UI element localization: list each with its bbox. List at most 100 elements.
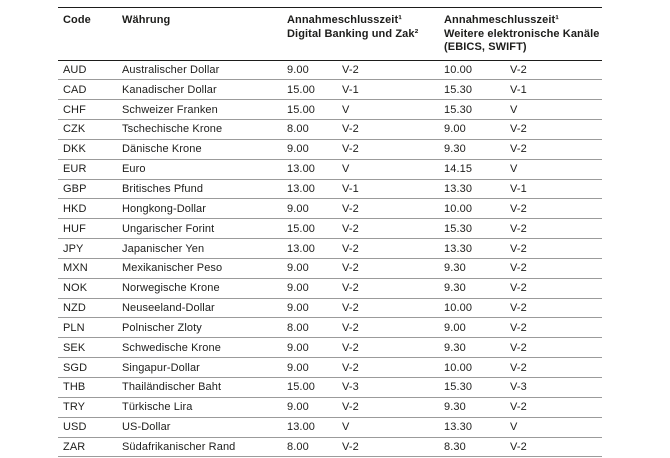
cell-electronic-cutoff-time: 10.00 <box>444 63 473 76</box>
cell-digital-valuta: V-2 <box>342 361 359 374</box>
cell-electronic-valuta: V-1 <box>510 182 527 195</box>
cell-electronic-cutoff-time: 9.30 <box>444 282 466 295</box>
cell-digital-cutoff-time: 9.00 <box>287 341 309 354</box>
cell-electronic-valuta: V <box>510 163 518 176</box>
table-row: DKK Dänische Krone 9.00 V-2 9.30 V-2 <box>58 139 603 160</box>
cell-electronic-cutoff-time: 10.00 <box>444 202 473 215</box>
cell-currency-code: ZAR <box>63 440 86 453</box>
cell-currency-code: CHF <box>63 103 86 116</box>
cell-digital-cutoff-time: 9.00 <box>287 202 309 215</box>
cell-digital-cutoff-time: 15.00 <box>287 222 316 235</box>
table-row: JPY Japanischer Yen 13.00 V-2 13.30 V-2 <box>58 239 603 259</box>
cell-currency-name: Norwegische Krone <box>122 282 220 295</box>
table-row: USD US-Dollar 13.00 V 13.30 V <box>58 417 603 438</box>
cell-currency-code: EUR <box>63 163 87 176</box>
cell-digital-cutoff-time: 8.00 <box>287 321 309 334</box>
cell-electronic-cutoff-time: 10.00 <box>444 302 473 315</box>
cell-digital-valuta: V-3 <box>342 381 359 394</box>
cell-digital-valuta: V-2 <box>342 123 359 136</box>
cell-digital-cutoff-time: 13.00 <box>287 182 316 195</box>
cell-currency-code: PLN <box>63 321 85 334</box>
cell-electronic-valuta: V-2 <box>510 440 527 453</box>
cell-digital-valuta: V-1 <box>342 182 359 195</box>
cell-currency-name: Euro <box>122 163 146 176</box>
cell-currency-code: HKD <box>63 202 87 215</box>
cell-digital-cutoff-time: 15.00 <box>287 83 316 96</box>
cell-electronic-cutoff-time: 9.00 <box>444 123 466 136</box>
cell-electronic-valuta: V-2 <box>510 361 527 374</box>
cell-electronic-valuta: V <box>510 421 518 434</box>
table-row: SGD Singapur-Dollar 9.00 V-2 10.00 V-2 <box>58 358 603 378</box>
cell-currency-code: NZD <box>63 302 86 315</box>
cell-digital-valuta: V <box>342 103 350 116</box>
cell-electronic-cutoff-time: 15.30 <box>444 103 473 116</box>
cell-digital-cutoff-time: 13.00 <box>287 163 316 176</box>
col-header-electronic-channels: Annahmeschlusszeit¹ Weitere elektronisch… <box>439 8 602 61</box>
cell-digital-valuta: V-2 <box>342 341 359 354</box>
cell-electronic-cutoff-time: 14.15 <box>444 163 473 176</box>
cell-currency-name: Neuseeland-Dollar <box>122 302 215 315</box>
cell-currency-name: Hongkong-Dollar <box>122 202 207 215</box>
cell-electronic-valuta: V-2 <box>510 63 527 76</box>
table-header-row: Code Währung Annahmeschlusszeit¹ Digital… <box>58 7 603 61</box>
cell-electronic-cutoff-time: 9.00 <box>444 321 466 334</box>
cell-currency-name: Schweizer Franken <box>122 103 218 116</box>
cell-currency-code: TRY <box>63 401 86 414</box>
cell-digital-valuta: V-2 <box>342 262 359 275</box>
col-header-line: Annahmeschlusszeit¹ <box>287 14 402 26</box>
cell-digital-valuta: V-2 <box>342 302 359 315</box>
cell-currency-code: CZK <box>63 123 86 136</box>
col-header-line: Annahmeschlusszeit¹ <box>444 14 559 26</box>
cell-electronic-cutoff-time: 9.30 <box>444 262 466 275</box>
col-header-currency: Währung <box>122 14 171 26</box>
table-row: AUD Australischer Dollar 9.00 V-2 10.00 … <box>58 60 603 80</box>
cell-electronic-valuta: V-1 <box>510 83 527 96</box>
table-row: PLN Polnischer Zloty 8.00 V-2 9.00 V-2 <box>58 318 603 338</box>
cell-digital-valuta: V-2 <box>342 143 359 156</box>
cell-currency-name: US-Dollar <box>122 421 171 434</box>
cell-electronic-cutoff-time: 15.30 <box>444 222 473 235</box>
cell-currency-code: MXN <box>63 262 88 275</box>
table-row: THB Thailändischer Baht 15.00 V-3 15.30 … <box>58 378 603 398</box>
cell-currency-name: Ungarischer Forint <box>122 222 215 235</box>
cell-electronic-valuta: V-2 <box>510 321 527 334</box>
cell-currency-code: CAD <box>63 83 87 96</box>
table-row: NZD Neuseeland-Dollar 9.00 V-2 10.00 V-2 <box>58 298 603 318</box>
cell-currency-name: Kanadischer Dollar <box>122 83 217 96</box>
cell-digital-valuta: V-2 <box>342 321 359 334</box>
cell-currency-name: Singapur-Dollar <box>122 361 200 374</box>
table-row: HUF Ungarischer Forint 15.00 V-2 15.30 V… <box>58 219 603 239</box>
cell-digital-valuta: V-2 <box>342 222 359 235</box>
cell-digital-valuta: V-2 <box>342 282 359 295</box>
cell-electronic-cutoff-time: 13.30 <box>444 182 473 195</box>
cell-currency-code: THB <box>63 381 86 394</box>
cell-digital-cutoff-time: 13.00 <box>287 421 316 434</box>
cell-electronic-valuta: V-2 <box>510 202 527 215</box>
table-row: SEK Schwedische Krone 9.00 V-2 9.30 V-2 <box>58 338 603 358</box>
cell-currency-code: HUF <box>63 222 86 235</box>
cell-digital-cutoff-time: 15.00 <box>287 103 316 116</box>
col-header-digital-banking: Annahmeschlusszeit¹ Digital Banking und … <box>282 8 439 61</box>
cell-electronic-valuta: V-2 <box>510 262 527 275</box>
cell-electronic-valuta: V-2 <box>510 341 527 354</box>
cell-currency-name: Mexikanischer Peso <box>122 262 223 275</box>
cell-digital-valuta: V <box>342 163 350 176</box>
cell-electronic-valuta: V-2 <box>510 401 527 414</box>
cell-electronic-valuta: V-2 <box>510 302 527 315</box>
cell-digital-valuta: V <box>342 421 350 434</box>
cell-electronic-valuta: V-2 <box>510 222 527 235</box>
cell-currency-code: GBP <box>63 182 87 195</box>
cell-currency-name: Thailändischer Baht <box>122 381 222 394</box>
cell-currency-name: Dänische Krone <box>122 143 202 156</box>
cell-digital-cutoff-time: 9.00 <box>287 302 309 315</box>
cell-currency-name: Japanischer Yen <box>122 242 205 255</box>
cell-currency-name: Polnischer Zloty <box>122 321 202 334</box>
cell-currency-name: Britisches Pfund <box>122 182 204 195</box>
cell-electronic-cutoff-time: 9.30 <box>444 143 466 156</box>
table-row: NOK Norwegische Krone 9.00 V-2 9.30 V-2 <box>58 278 603 299</box>
cell-currency-code: JPY <box>63 242 84 255</box>
cell-currency-name: Südafrikanischer Rand <box>122 440 236 453</box>
table-row: ZAR Südafrikanischer Rand 8.00 V-2 8.30 … <box>58 437 603 457</box>
cell-digital-cutoff-time: 9.00 <box>287 63 309 76</box>
